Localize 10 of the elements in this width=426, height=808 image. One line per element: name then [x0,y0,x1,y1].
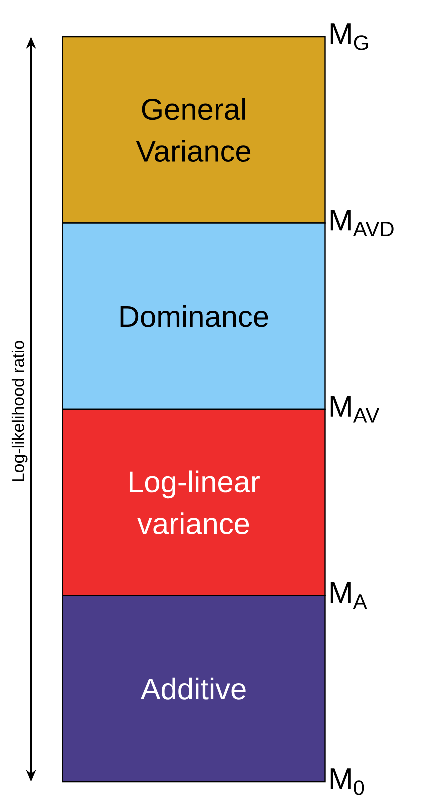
series-label: Additive [140,678,246,700]
series-label: Log-linear variance [130,470,260,535]
text: M$_{A}$ [330,582,368,609]
text: M$_{0}$ [330,768,364,796]
series-label: General Variance [136,98,251,162]
text: M$_{AVD}$ [330,210,394,236]
series-label: Dominance [120,305,268,328]
text: M$_{G}$ [330,24,368,50]
y-axis-title: Log-likelihood ratio [12,341,28,482]
text: M$_{AV}$ [330,396,380,423]
